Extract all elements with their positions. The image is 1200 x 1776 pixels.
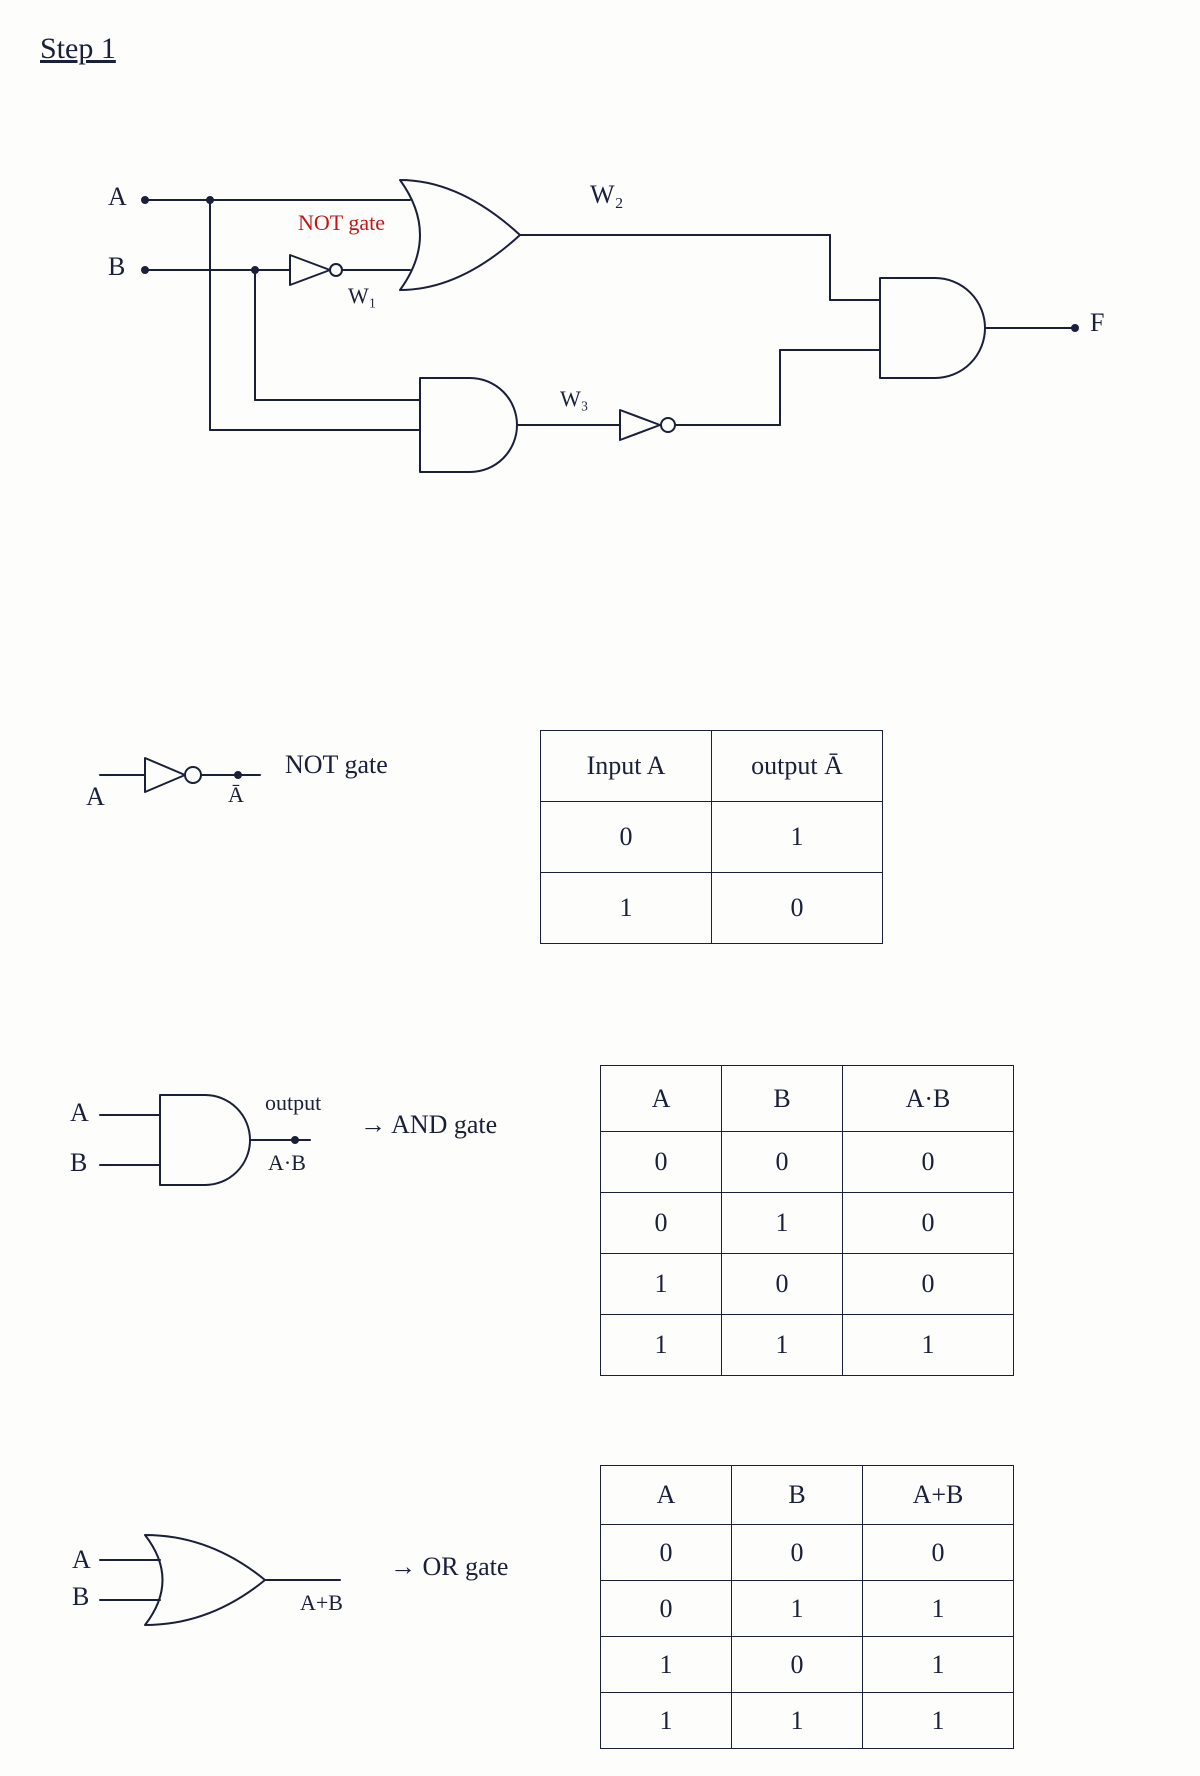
and-truth-table: A B A·B 000 010 100 111 — [600, 1065, 1014, 1376]
not-output-label: Ā — [228, 782, 244, 808]
not-col-0: Input A — [541, 731, 712, 802]
wire-w3: W₃ — [560, 386, 588, 412]
or-truth-table: A B A+B 000 011 101 111 — [600, 1465, 1014, 1749]
not-title: NOT gate — [285, 750, 388, 780]
wire-w2: W₂ — [590, 180, 624, 210]
circuit-not-label: NOT gate — [298, 210, 385, 236]
and-output-top: output — [265, 1090, 321, 1116]
or-input-a: A — [72, 1545, 91, 1575]
circuit-input-b: B — [108, 252, 125, 282]
and-output-bot: A·B — [268, 1150, 306, 1176]
and-input-a: A — [70, 1098, 89, 1128]
and-input-b: B — [70, 1148, 87, 1178]
wire-w1: W₁ — [348, 283, 376, 309]
circuit-output-f: F — [1090, 308, 1104, 338]
not-col-1: output Ā — [712, 731, 883, 802]
or-title: → OR gate — [390, 1552, 508, 1582]
or-output-label: A+B — [300, 1590, 343, 1616]
circuit-input-a: A — [108, 182, 127, 212]
not-truth-table: Input A output Ā 01 10 — [540, 730, 883, 944]
and-title: → AND gate — [360, 1110, 497, 1140]
not-input-label: A — [86, 782, 105, 812]
or-input-b: B — [72, 1582, 89, 1612]
